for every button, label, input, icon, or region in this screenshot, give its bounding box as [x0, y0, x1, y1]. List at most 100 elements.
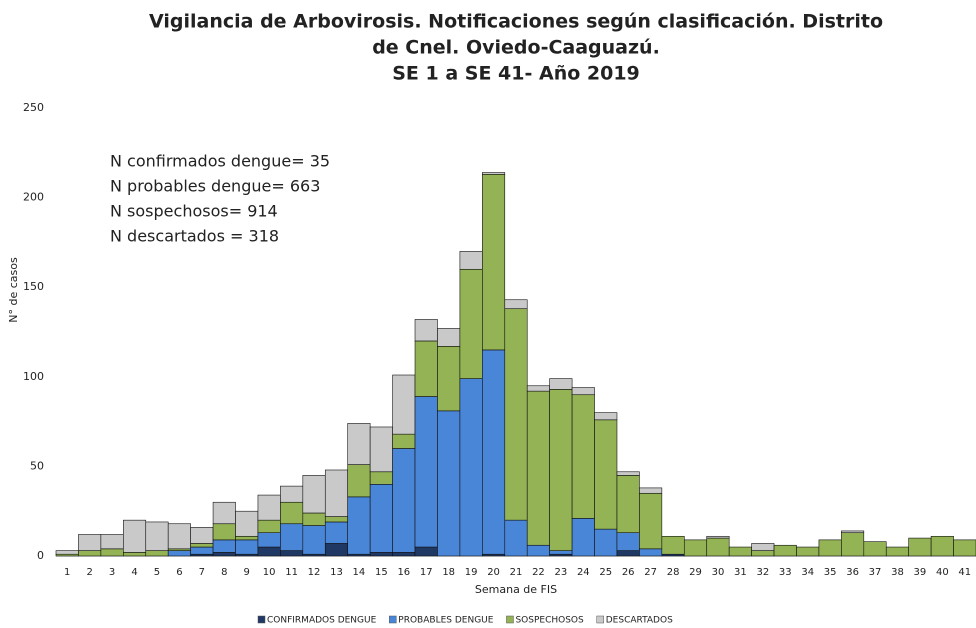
bar-segment	[347, 496, 371, 555]
bar-segment	[459, 268, 483, 379]
bar-segment	[616, 471, 640, 476]
legend-label: DESCARTADOS	[606, 616, 673, 626]
x-tick-label: 3	[109, 567, 115, 578]
bar-segment	[369, 471, 393, 485]
chart-title: de Cnel. Oviedo-Caaguazú.	[372, 37, 660, 59]
bar-segment	[818, 539, 842, 557]
bar-segment	[302, 475, 326, 514]
x-tick-label: 17	[420, 567, 433, 578]
bar-segment	[414, 546, 438, 557]
bar-segment	[324, 469, 349, 517]
x-tick-label: 15	[375, 567, 388, 578]
x-tick-label: 33	[779, 567, 792, 578]
bar-segment	[123, 552, 147, 557]
bar-segment	[885, 546, 909, 557]
annotation: N descartados = 318	[110, 227, 279, 246]
bar-segment	[526, 544, 550, 557]
bar-segment	[437, 410, 461, 557]
x-tick-label: 29	[689, 567, 702, 578]
bar-segment	[414, 340, 438, 397]
y-tick-label: 250	[23, 101, 44, 114]
bar-segment	[257, 494, 281, 521]
bar-segment	[190, 543, 214, 548]
bar-segment	[841, 532, 865, 557]
bar-segment	[392, 552, 416, 557]
legend-label: SOSPECHOSOS	[515, 616, 584, 626]
x-tick-label: 13	[330, 567, 343, 578]
bar-segment	[302, 512, 326, 526]
bar-segment	[504, 299, 528, 310]
bar-segment	[123, 519, 147, 553]
x-tick-label: 5	[154, 567, 160, 578]
bar-segment	[571, 394, 595, 519]
bar-segment	[549, 378, 573, 390]
x-tick-label: 39	[914, 567, 927, 578]
x-tick-label: 1	[64, 567, 70, 578]
x-axis-label: Semana de FIS	[475, 583, 557, 596]
bar-segment	[392, 433, 416, 449]
bar-segment	[459, 378, 483, 557]
annotation: N sospechosos= 914	[110, 202, 278, 221]
bar-segment	[482, 349, 506, 555]
bar-segment	[773, 544, 797, 557]
x-tick-label: 28	[667, 567, 680, 578]
x-tick-label: 40	[936, 567, 949, 578]
bar-segment	[549, 550, 573, 555]
chart-title: Vigilancia de Arbovirosis. Notificacione…	[149, 11, 883, 33]
bar-segment	[594, 412, 618, 421]
bar-segment	[482, 174, 506, 351]
x-tick-label: 10	[263, 567, 276, 578]
annotation: N probables dengue= 663	[110, 177, 320, 196]
bar-segment	[639, 492, 663, 550]
bar-segment	[504, 519, 528, 557]
bar-segment	[594, 419, 618, 530]
bar-segment	[212, 552, 236, 557]
x-tick-label: 4	[131, 567, 137, 578]
x-tick-label: 6	[176, 567, 182, 578]
bar-segment	[167, 550, 191, 557]
bar-segment	[571, 387, 595, 396]
bar-segment	[302, 525, 326, 555]
bar-segment	[280, 501, 304, 525]
legend-swatch	[257, 615, 266, 624]
bar-segment	[78, 534, 102, 551]
bar-segment	[437, 328, 461, 347]
x-tick-label: 30	[712, 567, 725, 578]
bar-segment	[639, 487, 663, 494]
bar-segment	[369, 552, 393, 557]
legend-swatch	[389, 615, 397, 624]
bar-segment	[369, 426, 393, 473]
bar-segment	[212, 501, 236, 525]
bar-segment	[706, 537, 730, 557]
bar-segment	[594, 528, 618, 557]
x-tick-label: 18	[442, 567, 455, 578]
bar-segment	[280, 550, 304, 557]
bar-segment	[953, 539, 976, 557]
chart-title: SE 1 a SE 41- Año 2019	[392, 63, 640, 85]
bar-segment	[571, 518, 595, 557]
bar-segment	[482, 172, 506, 175]
x-tick-label: 23	[555, 567, 568, 578]
bar-segment	[549, 389, 573, 551]
x-tick-label: 2	[86, 567, 92, 578]
legend-label: CONFIRMADOS DENGUE	[267, 616, 377, 626]
x-tick-label: 9	[244, 567, 250, 578]
bar-segment	[55, 550, 79, 555]
bar-segment	[257, 532, 281, 548]
bar-segment	[235, 535, 259, 541]
bar-segment	[908, 537, 932, 557]
bar-segment	[280, 485, 304, 503]
x-tick-label: 26	[622, 567, 635, 578]
bar-segment	[190, 546, 214, 555]
annotation: N confirmados dengue= 35	[110, 152, 330, 171]
legend-swatch	[596, 615, 604, 624]
x-tick-label: 12	[308, 567, 321, 578]
legend-label: PROBABLES DENGUE	[398, 616, 493, 626]
bar-segment	[841, 530, 865, 534]
x-tick-label: 14	[353, 567, 366, 578]
x-tick-label: 35	[824, 567, 837, 578]
legend-swatch	[506, 615, 514, 624]
bar-segment	[100, 548, 124, 557]
y-tick-label: 150	[23, 280, 44, 293]
